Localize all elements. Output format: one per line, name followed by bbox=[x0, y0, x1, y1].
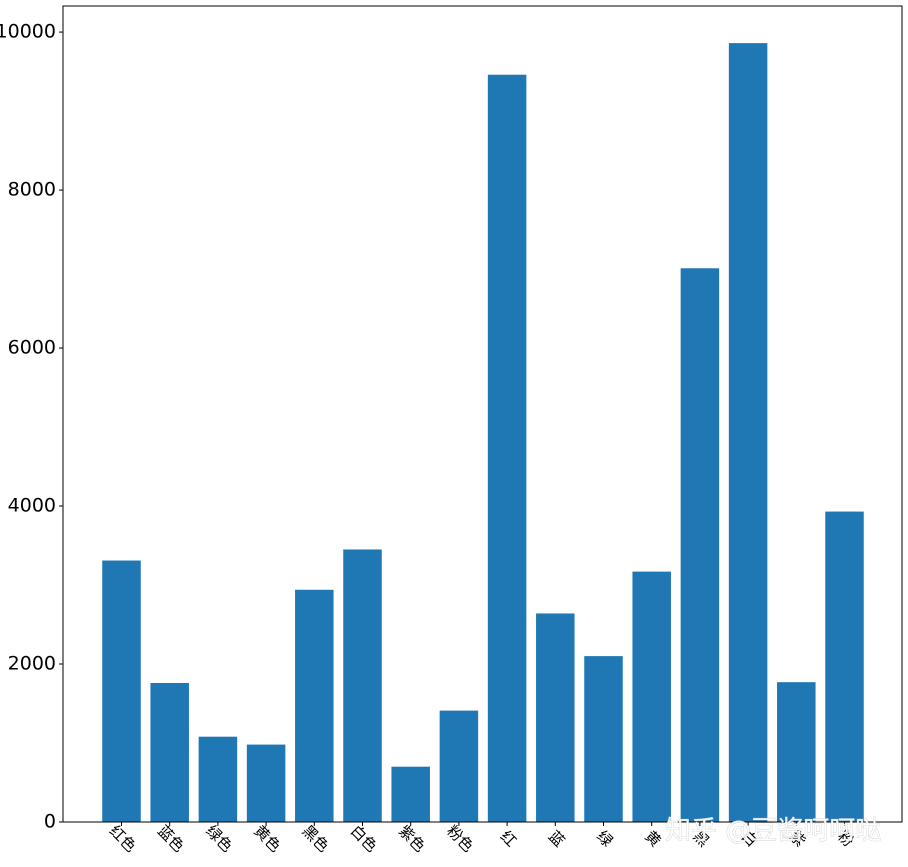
y-tick-label: 8000 bbox=[8, 179, 56, 201]
bar bbox=[777, 682, 816, 822]
bar bbox=[343, 549, 382, 822]
y-tick-label: 6000 bbox=[8, 337, 56, 359]
x-tick-label: 粉色 bbox=[443, 822, 477, 856]
x-tick-label: 黄 bbox=[641, 827, 664, 850]
bar bbox=[536, 613, 575, 822]
y-tick-label: 10000 bbox=[0, 21, 56, 43]
y-axis: 0 2000 4000 6000 8000 10000 bbox=[0, 21, 63, 833]
bar bbox=[632, 571, 671, 822]
bar bbox=[825, 511, 864, 822]
bar bbox=[680, 268, 720, 822]
bar bbox=[584, 656, 623, 822]
x-tick-label: 蓝 bbox=[545, 827, 568, 850]
y-tick-label: 4000 bbox=[8, 495, 56, 517]
bar bbox=[102, 560, 141, 822]
x-tick-label: 白色 bbox=[347, 822, 381, 856]
bar bbox=[295, 589, 334, 822]
bar bbox=[391, 766, 430, 822]
bars-layer bbox=[102, 43, 864, 823]
x-tick-label: 黑色 bbox=[299, 822, 333, 856]
y-tick-label: 2000 bbox=[8, 653, 56, 675]
bar bbox=[728, 43, 768, 822]
bar bbox=[487, 74, 527, 823]
bar bbox=[246, 744, 286, 822]
x-tick-label: 绿色 bbox=[202, 822, 236, 856]
x-tick-label: 黄色 bbox=[250, 822, 284, 856]
bar bbox=[439, 710, 479, 822]
watermark-text: 知乎 @豆酱呵呵哒 bbox=[665, 816, 881, 846]
x-tick-label: 绿 bbox=[593, 827, 616, 850]
bar bbox=[198, 736, 238, 822]
x-tick-label: 蓝色 bbox=[154, 822, 188, 856]
x-tick-label: 红 bbox=[497, 827, 520, 850]
bar bbox=[150, 682, 189, 822]
x-tick-label: 紫色 bbox=[395, 822, 429, 856]
y-tick-label: 0 bbox=[44, 811, 56, 833]
axes-frame bbox=[62, 5, 903, 823]
x-tick-label: 红色 bbox=[106, 822, 140, 856]
